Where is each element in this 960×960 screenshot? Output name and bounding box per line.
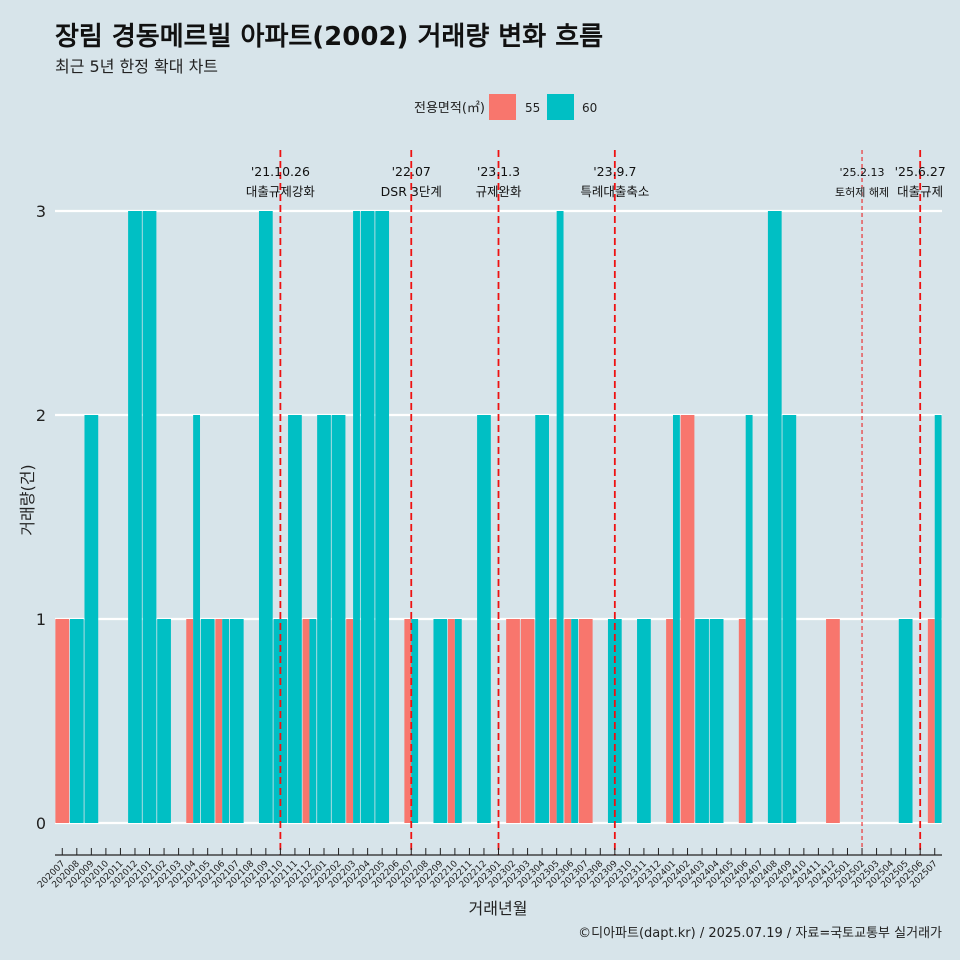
y-axis-label: 거래량(건): [18, 464, 37, 535]
bar-60-202102: [157, 619, 171, 823]
bar-55-202412: [826, 619, 840, 823]
bar-60-202311: [637, 619, 651, 823]
bar-60-202202: [331, 415, 346, 823]
bar-55-202104: [186, 619, 194, 823]
bar-60-202109: [258, 211, 273, 823]
bar-60-202408: [767, 211, 782, 823]
bar-55-202507: [927, 619, 935, 823]
bar-55-202406: [738, 619, 746, 823]
bar-55-202401: [666, 619, 673, 823]
bar-60-202507: [934, 415, 942, 823]
bar-60-202209: [433, 619, 448, 823]
bar-55-202007: [55, 619, 70, 823]
bar-60-202505: [898, 619, 913, 823]
event-date-3: '23.9.7: [593, 164, 636, 179]
bar-60-202305: [556, 211, 564, 823]
bar-60-202203: [353, 211, 360, 823]
bar-55-202203: [346, 619, 354, 823]
bar-60-202101: [142, 211, 157, 823]
bar-60-202306: [571, 619, 579, 823]
bar-60-202309: [607, 619, 622, 823]
y-tick-label: 0: [36, 814, 46, 833]
bar-60-202111: [288, 415, 302, 823]
y-tick-label: 1: [36, 610, 46, 629]
event-label-1: DSR 3단계: [381, 184, 442, 199]
bar-55-202303: [520, 619, 535, 823]
x-axis: 2020072020082020092020102020112020122021…: [36, 848, 942, 890]
legend-label-55: 55: [525, 101, 540, 115]
chart-title: 장림 경동메르빌 아파트(2002) 거래량 변화 흐름: [55, 22, 604, 52]
bar-60-202205: [375, 211, 390, 823]
bar-60-202207: [411, 619, 419, 823]
bar-55-202106: [215, 619, 223, 823]
event-label-5: 대출규제: [897, 184, 943, 199]
legend: 전용면적(㎡) 55 60: [414, 94, 597, 120]
bar-60-202008: [69, 619, 84, 823]
bar-60-202106: [222, 619, 230, 823]
bar-55-202307: [578, 619, 593, 823]
y-tick-label: 3: [36, 202, 46, 221]
bar-60-202212: [477, 415, 491, 823]
event-label-4: 토허제 해제: [835, 185, 889, 199]
bar-60-202403: [695, 619, 709, 823]
event-date-5: '25.6.27: [895, 164, 946, 179]
bar-60-202406: [745, 415, 753, 823]
source-caption: ©디아파트(dapt.kr) / 2025.07.19 / 자료=국토교통부 실…: [578, 926, 942, 941]
bar-60-202105: [200, 619, 215, 823]
event-date-2: '23.1.3: [477, 164, 520, 179]
bar-55-202305: [549, 619, 557, 823]
bar-55-202402: [680, 415, 695, 823]
bar-55-202302: [506, 619, 520, 823]
chart-subtitle: 최근 5년 한정 확대 차트: [55, 57, 219, 76]
bar-60-202012: [128, 211, 142, 823]
legend-swatch-55: [489, 94, 516, 120]
bar-60-202112: [309, 619, 317, 823]
bar-60-202009: [84, 415, 99, 823]
bar-60-202201: [317, 415, 331, 823]
bar-55-202112: [302, 619, 310, 823]
bar-60-202401: [672, 415, 680, 823]
bar-60-202210: [454, 619, 462, 823]
event-date-1: '22.07: [392, 164, 431, 179]
bars: [55, 211, 942, 823]
bar-60-202107: [229, 619, 244, 823]
y-tick-label: 2: [36, 406, 46, 425]
event-date-0: '21.10.26: [251, 164, 310, 179]
bar-55-202210: [448, 619, 455, 823]
legend-title: 전용면적(㎡): [414, 101, 485, 116]
event-label-0: 대출규제강화: [246, 184, 316, 199]
bar-60-202404: [709, 619, 724, 823]
bar-55-202306: [564, 619, 572, 823]
x-axis-label: 거래년월: [469, 899, 528, 918]
event-label-3: 특례대출축소: [580, 184, 649, 199]
y-axis: 0 1 2 3: [36, 202, 46, 833]
bar-60-202409: [782, 415, 797, 823]
legend-label-60: 60: [582, 101, 597, 115]
bar-60-202204: [360, 211, 375, 823]
event-date-4: '25.2.13: [840, 166, 885, 179]
bar-60-202304: [535, 415, 549, 823]
event-label-2: 규제완화: [475, 184, 522, 199]
bar-55-202207: [404, 619, 412, 823]
legend-swatch-60: [547, 94, 574, 120]
bar-60-202104: [193, 415, 201, 823]
event-lines: '21.10.26 대출규제강화 '22.07 DSR 3단계 '23.1.3 규제완화 '…: [246, 150, 946, 855]
bar-60-202110: [273, 619, 288, 823]
